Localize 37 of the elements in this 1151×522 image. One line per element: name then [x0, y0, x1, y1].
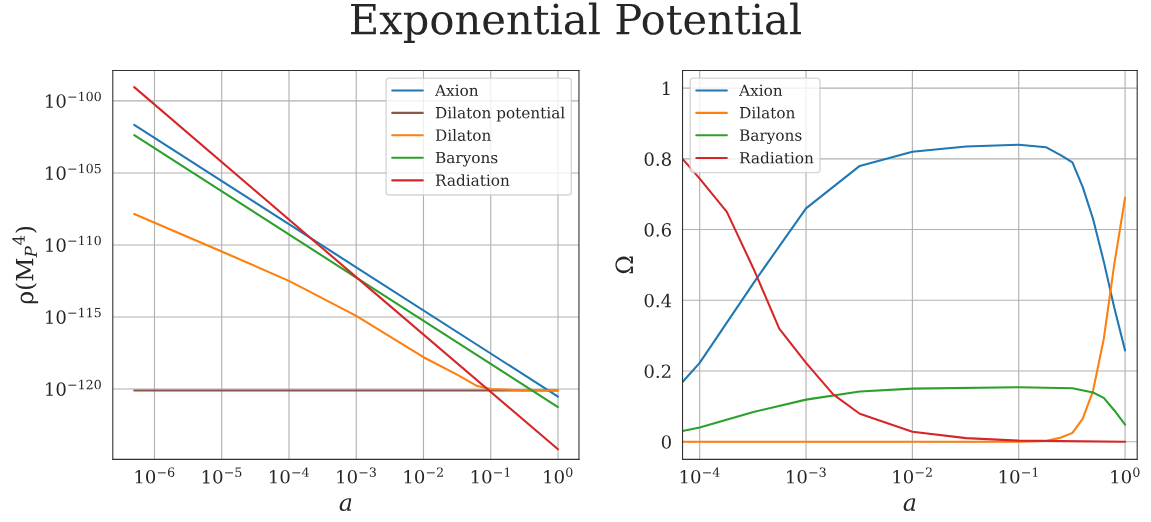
y-tick-label: 10$^{−105}$	[46, 163, 101, 180]
x-tick-label: 10$^{−4}$	[270, 467, 309, 484]
y-tick-label: 1	[662, 81, 670, 96]
legend-label: Radiation	[435, 174, 510, 186]
x-tick-label: 10$^{−1}$	[999, 467, 1038, 484]
y-tick-label: 10$^{−110}$	[46, 235, 101, 252]
chart-title: Exponential Potential	[351, 2, 801, 43]
x-axis-title: a	[339, 498, 352, 512]
legend-label: Baryons	[739, 129, 802, 145]
y-tick-label: 0.6	[644, 223, 671, 237]
y-tick-label: 0.2	[644, 364, 671, 379]
y-tick-label: 0.8	[644, 152, 671, 166]
y-axis-title: ρ(M$_{P}$$^{4}$)	[12, 226, 39, 304]
legend-label: Radiation	[739, 151, 814, 164]
x-axis-title: a	[903, 498, 916, 512]
y-tick-label: 10$^{−100}$	[46, 91, 101, 108]
y-tick-label: 10$^{−120}$	[46, 379, 101, 396]
legend-label: Dilaton	[435, 129, 491, 141]
x-tick-label: 10$^{−2}$	[893, 467, 932, 484]
y-axis-title: Ω	[615, 256, 633, 274]
x-tick-label: 10$^{−6}$	[135, 467, 175, 484]
legend-label: Axion	[434, 84, 479, 97]
x-tick-label: 10$^{−4}$	[680, 467, 720, 484]
y-tick-label: 10$^{−115}$	[46, 307, 101, 324]
y-tick-label: 0.4	[644, 293, 672, 308]
x-tick-label: 10$^{0}$	[1111, 467, 1140, 484]
x-tick-label: 10$^{−1}$	[471, 467, 510, 484]
x-tick-label: 10$^{−5}$	[202, 467, 242, 484]
x-tick-label: 10$^{−3}$	[337, 467, 376, 484]
legend-label: Axion	[738, 84, 783, 97]
y-tick-label: 0	[661, 435, 671, 449]
x-tick-label: 10$^{−2}$	[404, 467, 443, 484]
legend-label: Baryons	[435, 151, 498, 167]
legend-label: Dilaton	[739, 106, 795, 119]
legend-label: Dilaton potential	[435, 106, 565, 122]
x-tick-label: 10$^{0}$	[544, 467, 573, 484]
x-tick-label: 10$^{−3}$	[787, 467, 826, 484]
